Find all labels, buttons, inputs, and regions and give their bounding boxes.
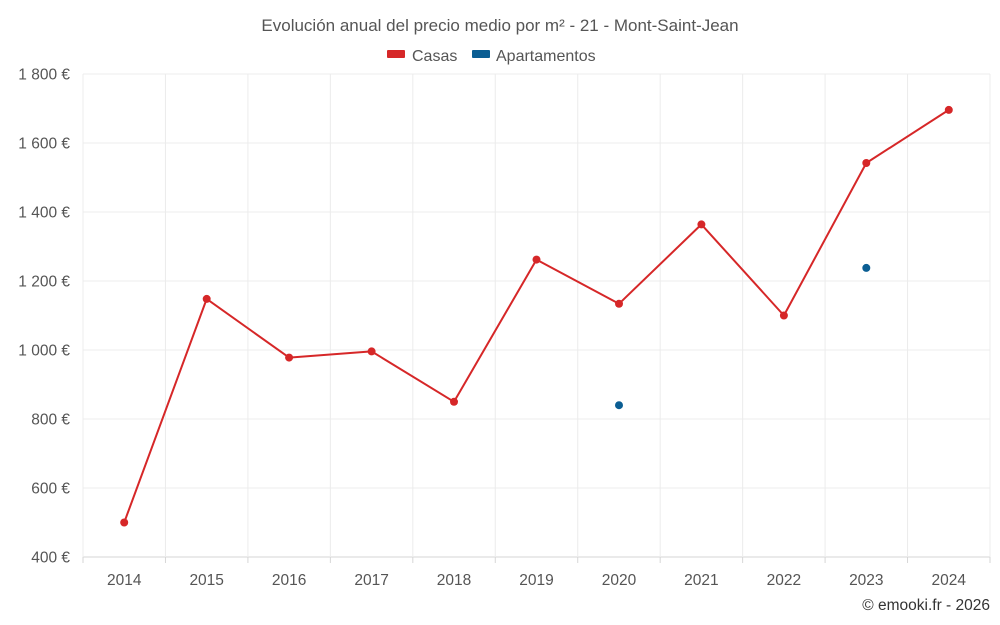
credit-text: © emooki.fr - 2026 (862, 597, 990, 614)
data-point-casas (532, 255, 541, 264)
data-point-casas (367, 347, 376, 356)
data-point-casas (862, 159, 871, 167)
x-tick-label: 2022 (767, 572, 801, 589)
data-point-casas (450, 397, 458, 406)
data-point-apartamentos (615, 401, 623, 410)
y-axis-ticks: 400 € 600 € 800 € 1 000 € 1 200 € 1 400 € 1 60… (18, 67, 70, 567)
y-tick-label: 1 200 € (18, 274, 70, 291)
y-tick-label: 1 400 € (18, 205, 70, 222)
legend-item-apartamentos[interactable]: Apartamentos (472, 48, 596, 65)
data-point-casas (615, 299, 623, 308)
data-point-casas (120, 518, 129, 527)
x-tick-label: 2021 (684, 572, 718, 589)
x-tick-label: 2014 (107, 572, 142, 589)
y-tick-label: 400 € (31, 550, 70, 567)
x-tick-label: 2017 (354, 572, 388, 589)
legend-label-apartamentos: Apartamentos (496, 48, 596, 65)
data-point-casas (285, 353, 294, 362)
data-point-casas (779, 311, 788, 320)
y-tick-label: 1 600 € (18, 136, 70, 153)
chart-title: Evolución anual del precio medio por m² … (261, 16, 738, 35)
series-casas (120, 105, 953, 527)
x-tick-label: 2018 (437, 572, 471, 589)
y-tick-label: 1 800 € (18, 67, 70, 84)
x-tick-label: 2015 (189, 572, 223, 589)
data-point-casas (202, 294, 211, 303)
y-tick-label: 1 000 € (18, 343, 70, 360)
y-tick-label: 600 € (31, 481, 70, 498)
grid (82, 73, 991, 563)
legend-item-casas[interactable]: Casas (387, 48, 457, 65)
legend-label-casas: Casas (412, 48, 457, 65)
legend-swatch-apartamentos (472, 50, 490, 58)
legend: Casas Apartamentos (387, 48, 596, 65)
data-point-casas (944, 105, 953, 114)
x-tick-label: 2020 (602, 572, 637, 589)
x-tick-label: 2019 (519, 572, 553, 589)
data-point-apartamentos (862, 263, 871, 272)
series (120, 105, 953, 527)
y-tick-label: 800 € (31, 412, 70, 429)
x-tick-label: 2016 (272, 572, 306, 589)
series-apartamentos (615, 263, 871, 410)
x-tick-label: 2024 (932, 572, 967, 589)
legend-swatch-casas (387, 50, 405, 58)
x-tick-label: 2023 (849, 572, 883, 589)
x-axis-ticks: 2014 2015 2016 2017 2018 2019 2020 2021 2022 2023… (107, 572, 966, 589)
data-point-casas (697, 220, 706, 229)
